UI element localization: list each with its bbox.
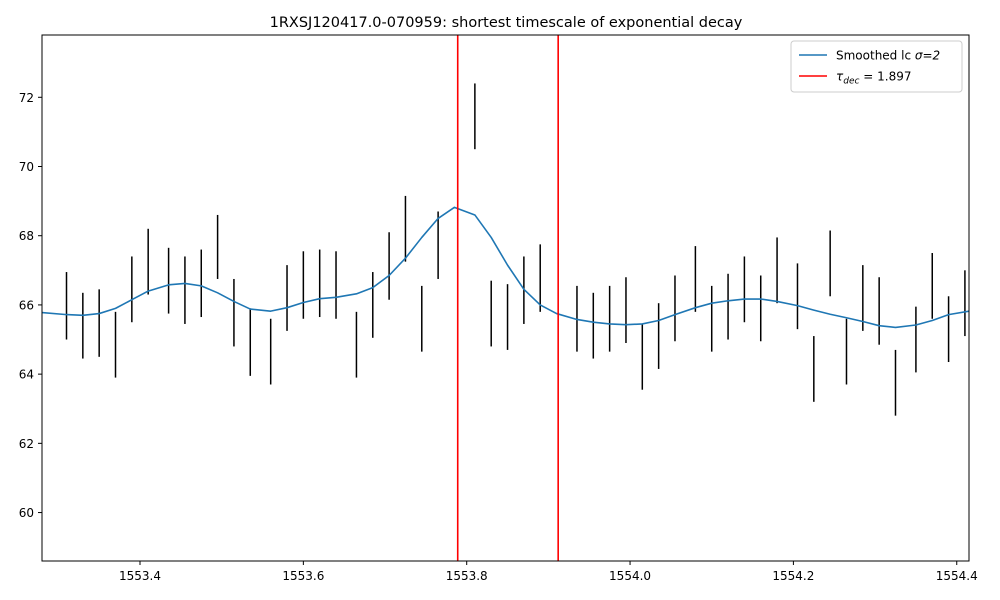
x-tick-label: 1554.2 bbox=[772, 569, 814, 583]
x-tick-label: 1553.8 bbox=[446, 569, 488, 583]
legend-label-tau-sub: dec bbox=[843, 77, 859, 87]
x-tick-label: 1554.4 bbox=[936, 569, 978, 583]
y-tick-label: 64 bbox=[19, 368, 34, 382]
chart-title: 1RXSJ120417.0-070959: shortest timescale… bbox=[270, 15, 743, 31]
y-tick-label: 72 bbox=[19, 91, 34, 105]
legend-label-tau: τdec = 1.897 bbox=[836, 70, 911, 87]
y-tick-label: 66 bbox=[19, 298, 34, 312]
legend-label-tau-symbol: τ bbox=[836, 70, 844, 84]
y-tick-label: 60 bbox=[19, 506, 34, 520]
legend-label-smoothed-sigma: σ=2 bbox=[915, 49, 940, 63]
x-tick-label: 1554.0 bbox=[609, 569, 651, 583]
x-tick-label: 1553.6 bbox=[282, 569, 324, 583]
y-tick-label: 68 bbox=[19, 229, 34, 243]
y-tick-label: 62 bbox=[19, 437, 34, 451]
legend-label-smoothed: Smoothed lc σ=2 bbox=[836, 49, 940, 63]
legend-box bbox=[790, 40, 963, 93]
smoothed-lc-line bbox=[42, 206, 969, 329]
legend-label-smoothed-text: Smoothed lc bbox=[836, 49, 915, 63]
x-tick-label: 1553.4 bbox=[119, 569, 161, 583]
legend-label-tau-value: = 1.897 bbox=[859, 70, 911, 84]
legend: Smoothed lc σ=2 τdec = 1.897 bbox=[790, 40, 963, 93]
y-tick-label: 70 bbox=[19, 160, 34, 174]
plot-area: 1553.4 1553.6 1553.8 1554.0 1554.2 1554.4 60 62… bbox=[19, 34, 978, 583]
axes-frame bbox=[41, 34, 970, 562]
plot-marks bbox=[42, 35, 969, 561]
